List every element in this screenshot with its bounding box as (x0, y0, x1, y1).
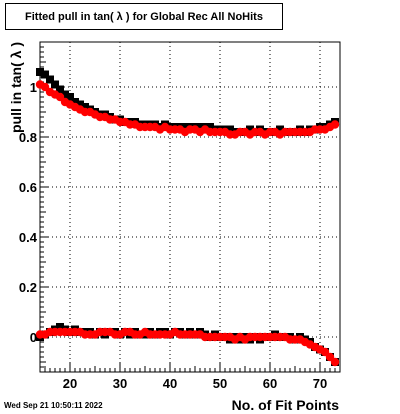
grid-lines (40, 42, 340, 372)
x-tick-label: 30 (113, 376, 127, 391)
y-tick-label: 0.2 (19, 280, 37, 295)
axis-ticks (39, 41, 341, 373)
x-tick-label: 50 (213, 376, 227, 391)
data-point (246, 125, 254, 134)
data-point (51, 80, 59, 89)
y-tick-label: 0 (30, 330, 37, 345)
data-point (226, 125, 234, 134)
data-point (71, 98, 79, 106)
timestamp-label: Wed Sep 21 10:50:11 2022 (4, 401, 103, 410)
series-1 (35, 80, 340, 139)
x-axis-title: No. of Fit Points (232, 397, 340, 413)
data-point (56, 85, 64, 94)
y-tick-label: 0.8 (19, 130, 37, 145)
x-tick-label: 70 (313, 376, 327, 391)
tick-labels: 20 30 40 50 60 70 0 0.2 0.4 0.6 0.8 1 (19, 80, 327, 391)
data-point (36, 68, 44, 76)
series-0 (36, 68, 339, 136)
x-tick-label: 60 (263, 376, 277, 391)
data-point (276, 125, 284, 134)
x-tick-label: 20 (63, 376, 77, 391)
data-point (46, 75, 54, 84)
data-point (61, 90, 69, 99)
y-axis-title: pull in tan( λ ) (8, 42, 24, 133)
data-point (81, 103, 89, 111)
y-tick-label: 1 (30, 80, 37, 95)
data-point (330, 357, 340, 367)
data-point (206, 123, 214, 131)
chart-title: Fitted pull in tan( λ ) for Global Rec A… (25, 10, 263, 23)
x-tick-label: 40 (163, 376, 177, 391)
data-point (181, 123, 189, 131)
y-tick-label: 0.6 (19, 180, 37, 195)
data-point (330, 120, 340, 129)
data-point (41, 70, 49, 79)
data-point (196, 123, 204, 131)
plot-frame (39, 41, 341, 373)
data-point (76, 100, 84, 109)
data-markers (35, 68, 340, 367)
data-point (56, 323, 64, 331)
y-tick-label: 0.4 (19, 230, 38, 245)
chart-title-box: Fitted pull in tan( λ ) for Global Rec A… (5, 3, 283, 30)
series-3 (35, 327, 340, 367)
data-point (66, 93, 74, 101)
